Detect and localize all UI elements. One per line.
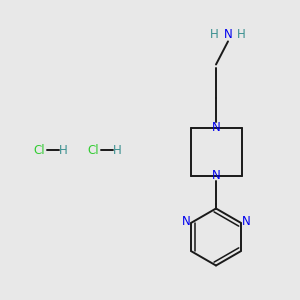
Text: N: N	[182, 215, 190, 228]
Text: Cl: Cl	[33, 143, 45, 157]
Text: H: H	[58, 143, 68, 157]
Text: N: N	[212, 169, 220, 182]
Text: Cl: Cl	[87, 143, 99, 157]
Text: H: H	[112, 143, 122, 157]
Text: H: H	[237, 28, 246, 41]
Text: H: H	[210, 28, 219, 41]
Text: N: N	[242, 215, 250, 228]
Text: N: N	[212, 121, 220, 134]
Text: N: N	[224, 28, 232, 41]
